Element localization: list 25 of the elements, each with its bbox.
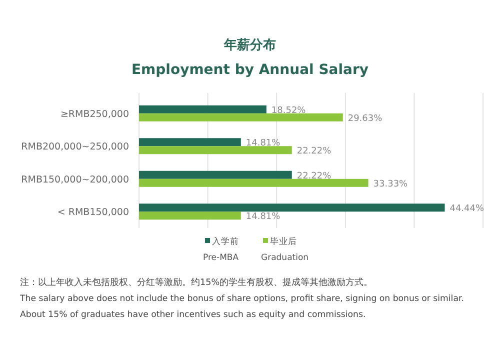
bar <box>139 212 241 220</box>
legend-label: 入学前 Pre-MBA <box>203 236 239 263</box>
y-tick-label: < RMB150,000 <box>57 207 129 218</box>
data-label: 22.22% <box>296 171 332 182</box>
chart-subtitle: Employment by Annual Salary <box>131 62 369 78</box>
bar <box>139 178 368 187</box>
data-label: 14.81% <box>246 138 281 149</box>
bar <box>139 113 343 122</box>
bar <box>139 138 241 146</box>
data-label: 33.33% <box>373 179 408 190</box>
data-label: 18.52% <box>271 106 306 116</box>
bar <box>139 146 292 154</box>
y-tick-label: RMB200,000~250,000 <box>21 142 129 153</box>
bar <box>139 170 292 179</box>
data-label: 29.63% <box>348 114 383 124</box>
data-label: 44.44% <box>450 204 485 214</box>
chart-title: 年薪分布 <box>223 37 276 53</box>
data-label: 22.22% <box>296 146 332 157</box>
bar <box>139 105 266 114</box>
y-tick-label: ≥RMB250,000 <box>60 108 129 120</box>
bar <box>139 204 445 212</box>
data-label: 14.81% <box>246 212 281 222</box>
y-tick-label: RMB150,000~200,000 <box>21 174 129 186</box>
annotations: 注：以上年收入未包括股权、分红等激励。约15%的学生有股权、提成等其他激励方式。 The salary above does not include the bonus of share options, profit share, signing on bonus or similar. About 15% of graduates have other incentives such as equity and commissions. <box>20 278 464 320</box>
legend-label: 毕业后 Graduation <box>261 236 309 263</box>
